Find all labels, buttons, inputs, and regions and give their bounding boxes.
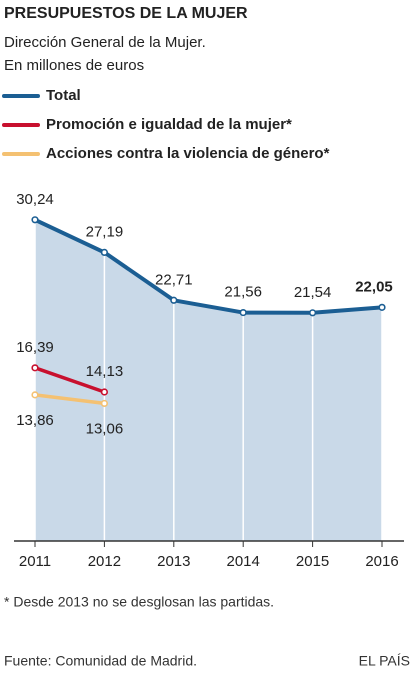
point: [378, 303, 386, 311]
x-tick-label: 2015: [296, 553, 329, 570]
point: [31, 364, 39, 372]
x-tick-label: 2014: [227, 553, 260, 570]
data-label: 27,19: [86, 223, 124, 240]
source: Fuente: Comunidad de Madrid.: [4, 653, 197, 669]
data-label: 22,05: [355, 278, 393, 295]
data-label: 13,86: [16, 412, 54, 429]
line: [34, 366, 105, 394]
data-label: 21,56: [224, 284, 262, 301]
x-tick-label: 2016: [365, 553, 398, 570]
point: [100, 399, 108, 408]
point: [31, 391, 39, 399]
data-label: 14,13: [86, 363, 124, 380]
line: [34, 393, 105, 406]
data-label: 30,24: [16, 191, 54, 208]
point: [170, 296, 178, 304]
point: [31, 216, 39, 224]
data-label: 21,54: [294, 284, 332, 301]
x-tick-label: 2013: [157, 553, 190, 570]
legend-label: Total: [46, 87, 81, 104]
data-label: 22,71: [155, 271, 193, 288]
footnote: * Desde 2013 no se desglosan las partida…: [4, 594, 274, 610]
chart-title: PRESUPUESTOS DE LA MUJER: [4, 5, 248, 22]
credit: EL PAÍS: [359, 653, 410, 669]
data-label: 13,06: [86, 420, 124, 437]
area: [35, 219, 382, 541]
legend-label: Acciones contra la violencia de género*: [46, 145, 330, 162]
subtitle: Dirección General de la Mujer.: [4, 34, 206, 51]
data-label: 16,39: [16, 339, 54, 356]
x-tick-label: 2011: [19, 553, 51, 570]
point: [100, 388, 108, 396]
subtitle: En millones de euros: [4, 57, 144, 74]
point: [239, 308, 247, 317]
legend-label: Promoción e igualdad de la mujer*: [46, 116, 292, 133]
point: [309, 309, 317, 317]
x-tick-label: 2012: [88, 553, 121, 570]
line: [34, 217, 383, 315]
point: [100, 248, 108, 257]
